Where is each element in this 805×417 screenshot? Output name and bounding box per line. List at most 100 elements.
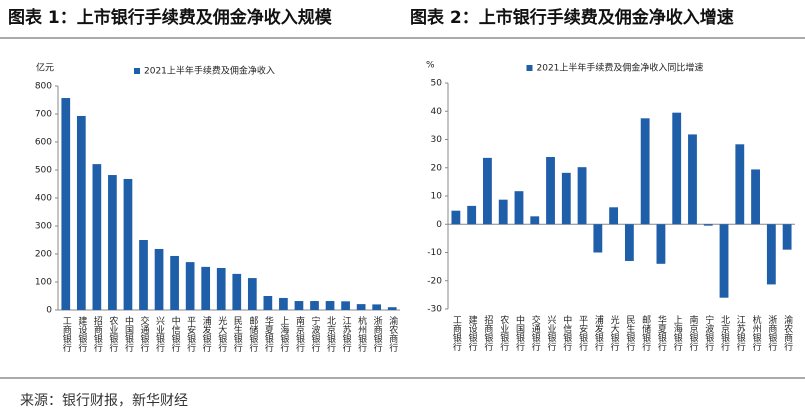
bar — [688, 134, 697, 225]
bar — [782, 224, 792, 250]
y-tick-label: -10 — [427, 248, 442, 258]
y-tick-label: 30 — [431, 135, 443, 145]
y-tick-label: -30 — [427, 305, 442, 315]
y-axis-label: % — [426, 61, 435, 71]
legend-swatch — [526, 65, 533, 71]
bar — [341, 301, 350, 310]
chart-title: 图表 1：上市银行手续费及佣金净收入规模 — [8, 7, 333, 28]
x-tick-label: 农业银行 — [498, 314, 509, 352]
x-tick-label: 邮储银行 — [247, 315, 258, 353]
x-tick-label: 江苏银行 — [735, 315, 746, 352]
x-tick-label: 平安银行 — [185, 316, 196, 353]
x-tick-label: 北京银行 — [719, 315, 730, 352]
x-tick-label: 招商银行 — [482, 314, 493, 352]
bar — [498, 199, 508, 225]
bar — [672, 112, 682, 225]
x-tick-label: 民生银行 — [232, 316, 243, 353]
bar — [92, 164, 102, 310]
bar — [514, 191, 524, 225]
x-tick-label: 北京银行 — [325, 316, 336, 353]
bar — [185, 262, 195, 310]
bar — [356, 304, 366, 310]
x-tick-label: 浦发银行 — [201, 315, 212, 353]
bar — [577, 167, 587, 225]
y-axis-label: 亿元 — [36, 62, 54, 74]
bar — [387, 307, 397, 310]
y-tick-label: 700 — [35, 110, 52, 120]
x-tick-label: 交通银行 — [530, 314, 541, 352]
x-tick-label: 邮储银行 — [640, 314, 651, 352]
x-tick-label: 渝农商行 — [782, 314, 793, 352]
x-tick-label: 兴业银行 — [546, 315, 557, 352]
bar — [640, 118, 650, 225]
x-tick-label: 浦发银行 — [593, 314, 604, 352]
bar — [139, 240, 148, 310]
bar — [108, 175, 117, 310]
y-tick-label: 10 — [431, 192, 443, 202]
x-tick-label: 中信银行 — [170, 315, 181, 353]
legend-swatch — [134, 68, 140, 74]
bar — [372, 304, 382, 310]
x-tick-label: 宁波银行 — [310, 315, 321, 353]
bar — [624, 224, 634, 261]
bar — [719, 224, 729, 298]
legend-label: 2021上半年手续费及佣金净收入同比增速 — [537, 62, 704, 74]
x-tick-label: 上海银行 — [278, 316, 289, 353]
bar — [546, 157, 555, 225]
bar — [279, 297, 288, 310]
bar — [467, 205, 477, 225]
bar — [76, 115, 86, 311]
chart-title: 图表 2：上市银行手续费及佣金净收入增速 — [410, 7, 734, 28]
bar — [294, 301, 304, 310]
x-tick-label: 交通银行 — [139, 315, 150, 353]
bar — [656, 224, 666, 264]
bar — [766, 224, 776, 285]
bar — [593, 224, 603, 253]
bar — [451, 210, 461, 225]
x-tick-label: 工商银行 — [61, 316, 72, 353]
y-tick-label: 0 — [436, 220, 442, 230]
x-tick-label: 农业银行 — [107, 315, 118, 353]
x-tick-label: 建设银行 — [76, 315, 87, 353]
x-tick-label: 华夏银行 — [656, 314, 667, 352]
bar — [201, 266, 211, 310]
x-tick-label: 浙商银行 — [372, 315, 383, 353]
bar — [735, 144, 745, 225]
x-tick-label: 杭州银行 — [751, 314, 762, 352]
bar — [325, 301, 335, 310]
bar — [703, 224, 713, 226]
bar — [232, 273, 242, 310]
bar — [154, 248, 164, 310]
x-tick-label: 招商银行 — [92, 315, 103, 353]
x-tick-label: 南京银行 — [294, 315, 305, 353]
bar — [561, 172, 571, 225]
x-tick-label: 中国银行 — [514, 314, 525, 352]
x-tick-label: 上海银行 — [672, 315, 683, 352]
y-tick-label: 20 — [431, 163, 443, 173]
y-tick-label: 40 — [431, 107, 443, 117]
y-tick-label: 600 — [35, 138, 52, 148]
y-tick-label: 500 — [35, 166, 52, 176]
bar — [123, 178, 133, 310]
source: 来源：银行财报，新华财经 — [20, 393, 188, 409]
x-tick-label: 浙商银行 — [766, 314, 777, 352]
bar — [609, 207, 619, 225]
bar — [170, 255, 179, 310]
bar — [310, 301, 319, 310]
y-tick-label: -20 — [427, 276, 442, 286]
x-tick-label: 建设银行 — [467, 314, 478, 352]
bar — [61, 98, 71, 310]
y-tick-label: 0 — [46, 306, 52, 316]
x-tick-label: 工商银行 — [451, 315, 462, 352]
y-tick-label: 200 — [35, 250, 52, 260]
bar — [530, 216, 540, 225]
x-tick-label: 华夏银行 — [263, 315, 274, 353]
y-tick-label: 300 — [35, 222, 52, 232]
y-tick-label: 50 — [431, 79, 443, 89]
x-tick-label: 南京银行 — [687, 314, 698, 352]
x-tick-label: 兴业银行 — [154, 316, 165, 353]
x-tick-label: 光大银行 — [609, 314, 620, 352]
x-tick-label: 光大银行 — [216, 315, 227, 353]
bar — [751, 169, 760, 225]
